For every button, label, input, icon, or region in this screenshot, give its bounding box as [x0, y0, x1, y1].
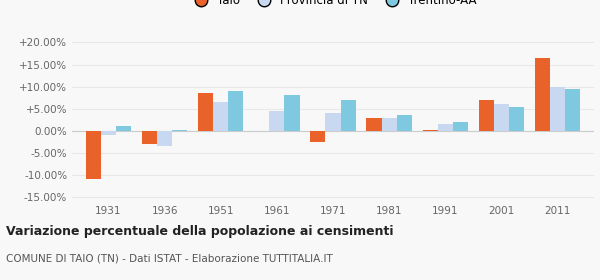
Bar: [367, 118, 382, 131]
Bar: [101, 131, 116, 135]
Bar: [157, 131, 172, 146]
Bar: [382, 118, 397, 131]
Bar: [310, 131, 325, 142]
Bar: [269, 111, 284, 131]
Bar: [284, 95, 299, 131]
Bar: [479, 100, 494, 131]
Bar: [325, 113, 341, 131]
Bar: [494, 104, 509, 131]
Bar: [565, 89, 580, 131]
Bar: [509, 107, 524, 131]
Bar: [229, 91, 244, 131]
Text: Variazione percentuale della popolazione ai censimenti: Variazione percentuale della popolazione…: [6, 225, 394, 238]
Bar: [453, 122, 468, 131]
Legend: Taio, Provincia di TN, Trentino-AA: Taio, Provincia di TN, Trentino-AA: [184, 0, 482, 11]
Bar: [142, 131, 157, 144]
Bar: [422, 130, 437, 131]
Text: COMUNE DI TAIO (TN) - Dati ISTAT - Elaborazione TUTTITALIA.IT: COMUNE DI TAIO (TN) - Dati ISTAT - Elabo…: [6, 253, 333, 263]
Bar: [198, 93, 213, 131]
Bar: [535, 58, 550, 131]
Bar: [86, 131, 101, 179]
Bar: [341, 100, 356, 131]
Bar: [116, 127, 131, 131]
Bar: [172, 130, 187, 131]
Bar: [550, 87, 565, 131]
Bar: [213, 102, 229, 131]
Bar: [437, 124, 453, 131]
Bar: [397, 115, 412, 131]
